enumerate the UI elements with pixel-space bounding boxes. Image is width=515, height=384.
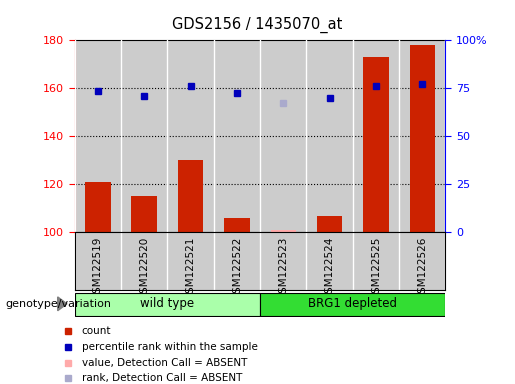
Text: value, Detection Call = ABSENT: value, Detection Call = ABSENT (81, 358, 247, 367)
Bar (85, 182, 111, 232)
Bar (260, 293, 445, 316)
Text: GDS2156 / 1435070_at: GDS2156 / 1435070_at (173, 17, 342, 33)
Text: count: count (81, 326, 111, 336)
Text: wild type: wild type (140, 297, 195, 310)
Text: GSM122523: GSM122523 (278, 237, 288, 300)
Polygon shape (58, 297, 67, 311)
Text: GSM122520: GSM122520 (139, 237, 149, 300)
Text: GSM122524: GSM122524 (324, 237, 335, 300)
Text: GSM122521: GSM122521 (185, 237, 196, 300)
Text: percentile rank within the sample: percentile rank within the sample (81, 342, 258, 352)
Text: genotype/variation: genotype/variation (5, 299, 111, 309)
Bar (75, 293, 260, 316)
Text: GSM122526: GSM122526 (417, 237, 427, 300)
Text: GSM122525: GSM122525 (371, 237, 381, 300)
Bar (131, 196, 157, 232)
Text: rank, Detection Call = ABSENT: rank, Detection Call = ABSENT (81, 374, 242, 384)
Text: GSM122519: GSM122519 (93, 237, 103, 300)
Bar (224, 218, 250, 232)
Bar (270, 230, 296, 232)
Bar (409, 45, 435, 232)
Bar (178, 160, 203, 232)
Text: BRG1 depleted: BRG1 depleted (308, 297, 397, 310)
Bar (317, 215, 342, 232)
Bar (363, 57, 389, 232)
Text: GSM122522: GSM122522 (232, 237, 242, 300)
